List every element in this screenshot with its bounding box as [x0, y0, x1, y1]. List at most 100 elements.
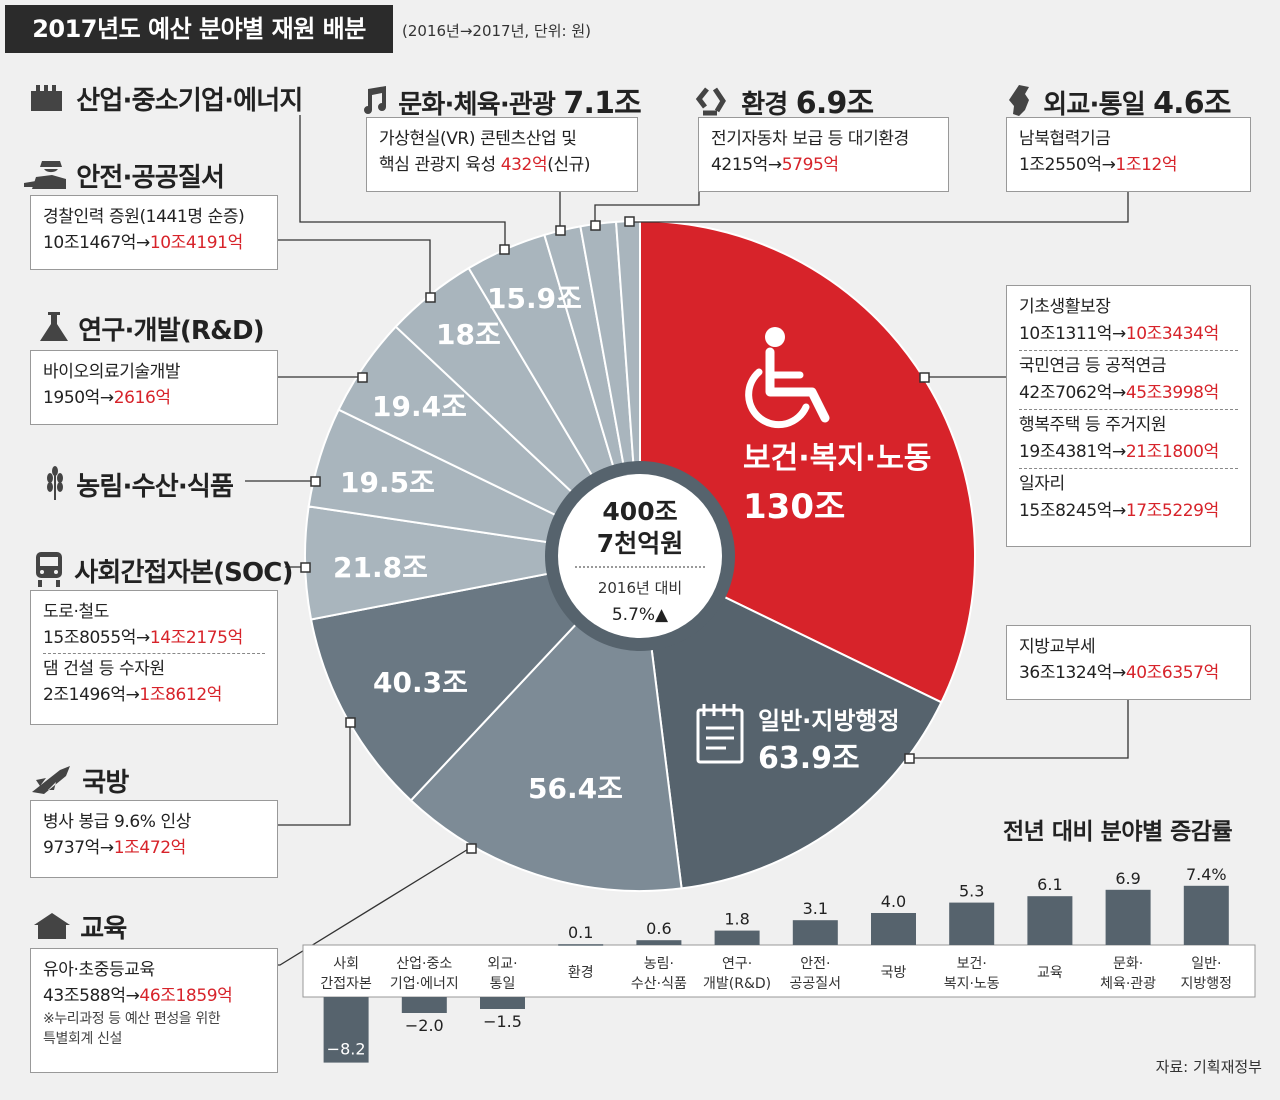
- header-industry: 산업·중소기업·에너지: [28, 80, 303, 117]
- leader-line-defense: [278, 722, 351, 826]
- bar-value-label-1: −2.0: [405, 1016, 444, 1035]
- detail-values: 10조1467억→10조4191억: [43, 233, 243, 253]
- header-env: 환경 6.9조: [695, 78, 874, 122]
- leader-marker: [499, 244, 510, 255]
- music-note-icon: [364, 86, 386, 114]
- bar-2: [480, 997, 525, 1009]
- leader-line-safety: [278, 239, 431, 297]
- bar-value-label-6: 3.1: [803, 899, 828, 918]
- leader-marker: [590, 220, 601, 231]
- bar-value-label-5: 1.8: [724, 910, 749, 929]
- slice-label-defense: 40.3조: [373, 666, 468, 699]
- factory-icon: [31, 85, 62, 111]
- detail-text: 기초생활보장: [1019, 297, 1111, 317]
- detail-values: 1950억→2616억: [43, 388, 171, 408]
- header-agri: 농림·수산·식품: [42, 466, 234, 503]
- bar-4: [636, 940, 682, 945]
- bar-10: [1105, 889, 1151, 945]
- header-safety: 안전·공공질서: [22, 157, 225, 194]
- bar-value-label-8: 5.3: [959, 882, 984, 901]
- leader-marker: [310, 476, 321, 487]
- detail-box-education: 유아·초중등교육 43조588억→46조1859억 ※누리과정 등 예산 편성을…: [30, 948, 278, 1073]
- bar-9: [1027, 896, 1073, 945]
- unit-subtitle: (2016년→2017년, 단위: 원): [402, 22, 591, 40]
- header-education: 교육: [32, 908, 127, 945]
- source-credit: 자료: 기획재정부: [1155, 1058, 1262, 1076]
- bar-8: [949, 902, 995, 945]
- detail-text: 핵심 관광지 육성 432억(신규): [379, 155, 591, 175]
- bar-category-label-0: 사회 간접자본: [320, 956, 372, 992]
- leader-line-diplomacy: [630, 190, 1129, 223]
- bar-chart-title: 전년 대비 분야별 증감률: [1003, 819, 1233, 845]
- header-industry-title: 산업·중소기업·에너지: [76, 86, 303, 116]
- bar-7: [871, 913, 916, 945]
- header-diplomacy-title: 외교·통일: [1043, 90, 1145, 120]
- header-env-title: 환경: [741, 90, 788, 120]
- document-icon: [696, 704, 744, 764]
- slice-label-agri: 19.5조: [340, 466, 435, 499]
- detail-values: 36조1324억→40조6357억: [1019, 663, 1219, 683]
- bar-category-label-1: 산업·중소 기업·에너지: [390, 956, 459, 992]
- detail-text: 국민연금 등 공적연금: [1019, 356, 1167, 376]
- header-diplomacy: 외교·통일 4.6조: [1005, 78, 1231, 122]
- detail-text: 남북협력기금: [1019, 129, 1111, 149]
- bar-value-label-2: −1.5: [483, 1012, 522, 1031]
- leader-line-admin: [910, 700, 1129, 759]
- bar-6: [792, 920, 838, 945]
- detail-values: 9737억→1조472억: [43, 838, 186, 858]
- bar-chart: −8.2 사회 간접자본 −2.0 산업·중소 기업·에너지 −1.5 외교· 통일 0.1 환경 0…: [302, 865, 1256, 1063]
- slice-label-safety: 18조: [436, 318, 501, 351]
- slice-label-rnd: 19.4조: [372, 390, 467, 423]
- school-icon: [34, 913, 70, 939]
- bar-category-label-6: 안전· 공공질서: [790, 956, 842, 992]
- leader-marker: [904, 753, 915, 764]
- bar-chart-label-band: [302, 944, 1256, 998]
- center-compare: 2016년 대비: [598, 579, 682, 597]
- divider: [43, 653, 265, 654]
- slice-label-soc: 21.8조: [333, 551, 428, 584]
- leader-marker: [300, 562, 311, 573]
- detail-text: 댐 건설 등 수자원: [43, 659, 165, 679]
- detail-note: ※누리과정 등 예산 편성을 위한: [43, 1011, 221, 1027]
- detail-values: 4215억→5795억: [711, 155, 839, 175]
- detail-box-defense: 병사 봉급 9.6% 인상 9737억→1조472억: [30, 800, 278, 878]
- slice-label-industry: 15.9조: [487, 282, 582, 315]
- detail-box-soc: 도로·철도 15조8055억→14조2175억 댐 건설 등 수자원 2조149…: [30, 590, 278, 725]
- detail-note: 특별회계 신설: [43, 1031, 122, 1047]
- detail-values: 43조588억→46조1859억: [43, 986, 233, 1006]
- header-culture-title: 문화·체육·관광: [398, 90, 556, 120]
- detail-text: 유아·초중등교육: [43, 960, 155, 980]
- detail-values: 1조2550억→1조12억: [1019, 155, 1178, 175]
- bar-value-label-10: 6.9: [1115, 869, 1140, 888]
- leader-marker: [555, 225, 566, 236]
- leader-marker: [919, 372, 930, 383]
- detail-values: 19조4381억→21조1800억: [1019, 442, 1219, 462]
- header-rnd: 연구·개발(R&D): [38, 310, 265, 347]
- bar-category-label-3: 환경: [568, 965, 594, 981]
- bar-value-label-0: −8.2: [327, 1040, 366, 1059]
- bar-11: [1183, 885, 1229, 945]
- detail-box-env: 전기자동차 보급 등 대기환경 4215억→5795억: [698, 117, 949, 192]
- detail-text: 일자리: [1019, 474, 1065, 494]
- header-agri-title: 농림·수산·식품: [76, 472, 234, 502]
- police-icon: [24, 161, 66, 189]
- detail-values: 15조8055억→14조2175억: [43, 628, 243, 648]
- header-env-amount: 6.9조: [795, 86, 874, 121]
- slice-label-education: 56.4조: [528, 772, 623, 805]
- detail-text: 병사 봉급 9.6% 인상: [43, 812, 192, 832]
- detail-box-admin: 지방교부세 36조1324억→40조6357억: [1006, 625, 1251, 700]
- bar-category-label-9: 교육: [1037, 965, 1063, 981]
- detail-box-safety: 경찰인력 증원(1441명 순증) 10조1467억→10조4191억: [30, 195, 278, 270]
- bar-category-label-8: 보건· 복지·노동: [944, 956, 1000, 992]
- pie-center-hole: [558, 474, 722, 638]
- flask-icon: [40, 312, 68, 341]
- detail-box-diplomacy: 남북협력기금 1조2550억→1조12억: [1006, 117, 1251, 192]
- bar-category-label-2: 외교· 통일: [487, 956, 517, 992]
- bar-value-label-3: 0.1: [568, 923, 593, 942]
- divider: [1019, 409, 1238, 410]
- bar-value-label-9: 6.1: [1037, 875, 1062, 894]
- header-safety-title: 안전·공공질서: [76, 163, 225, 193]
- detail-text: 행복주택 등 주거지원: [1019, 415, 1167, 435]
- leader-marker: [345, 717, 356, 728]
